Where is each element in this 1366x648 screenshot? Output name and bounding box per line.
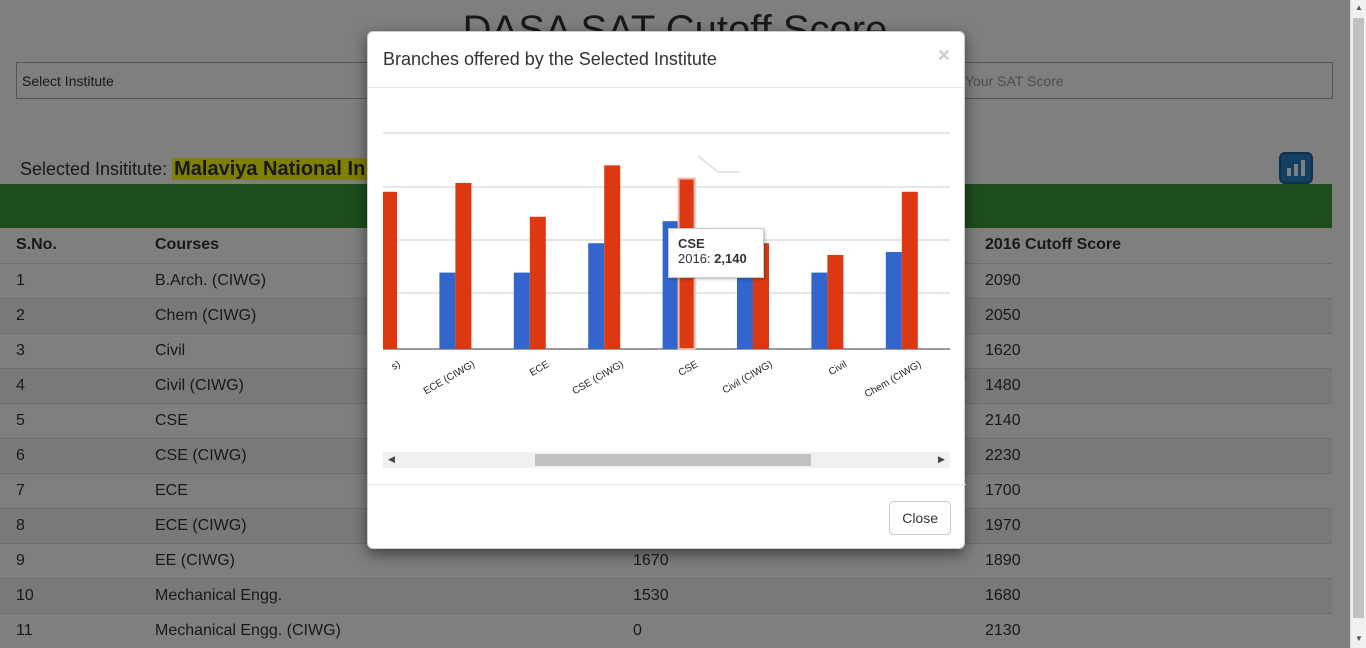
modal-footer: Close xyxy=(368,484,966,550)
scroll-left-icon[interactable]: ◀ xyxy=(388,454,395,464)
x-tick-label: s) xyxy=(390,359,403,373)
chart-scrollbar-thumb[interactable] xyxy=(535,454,811,466)
x-tick-label: B.Arch. xyxy=(964,359,966,385)
bar-series1-cse-ciwg- xyxy=(588,243,605,349)
bar-series1-civil-ciwg- xyxy=(737,272,753,349)
chart-tooltip: CSE 2016: 2,140 xyxy=(668,228,764,278)
vertical-scrollbar[interactable]: ▲ ▼ xyxy=(1350,0,1366,648)
x-tick-label: CSE (CIWG) xyxy=(571,359,626,397)
x-tick-label: ECE (CIWG) xyxy=(422,359,477,397)
scroll-right-icon[interactable]: ▶ xyxy=(938,454,945,464)
branches-modal: Branches offered by the Selected Institu… xyxy=(367,31,966,550)
bar-2016-ece xyxy=(529,216,546,349)
bar-2016-ece-ciwg- xyxy=(455,182,472,349)
bar-2016-cse-ciwg- xyxy=(604,165,621,349)
bar-series1-chem-ciwg- xyxy=(885,252,902,349)
modal-title: Branches offered by the Selected Institu… xyxy=(383,49,717,69)
x-tick-label: ECE xyxy=(528,359,552,379)
x-tick-label: Civil xyxy=(827,359,849,378)
bar-series1-ece-ciwg- xyxy=(439,272,456,349)
x-tick-label: Chem (CIWG) xyxy=(863,359,923,400)
branches-bar-chart: s) ECE (CIWG) ECE CSE (CIWG) CSE Civil (CIWG)… xyxy=(383,132,966,400)
bar-series1-ece xyxy=(513,272,530,349)
scroll-up-icon[interactable]: ▲ xyxy=(1355,3,1363,12)
chart-horizontal-scrollbar[interactable]: ◀ ▶ xyxy=(383,452,950,468)
tooltip-pointer xyxy=(697,155,740,173)
tooltip-series: 2016: xyxy=(678,251,711,266)
bar-2016-chem-ciwg- xyxy=(901,191,918,349)
scroll-down-icon[interactable]: ▼ xyxy=(1355,634,1363,643)
scrollbar-thumb[interactable] xyxy=(1353,18,1364,618)
tooltip-title: CSE xyxy=(678,236,705,251)
bar-series1-civil xyxy=(811,272,828,349)
modal-body: s) ECE (CIWG) ECE CSE (CIWG) CSE Civil (CIWG)… xyxy=(368,88,966,484)
modal-header: Branches offered by the Selected Institu… xyxy=(368,32,964,88)
tooltip-value: 2,140 xyxy=(714,251,747,266)
close-button[interactable]: Close xyxy=(889,501,951,535)
close-icon[interactable]: × xyxy=(937,44,950,67)
bar-2016-s- xyxy=(383,191,397,349)
bar-2016-civil xyxy=(827,254,844,349)
x-tick-label: Civil (CIWG) xyxy=(721,359,775,396)
x-tick-label: CSE xyxy=(677,359,701,379)
